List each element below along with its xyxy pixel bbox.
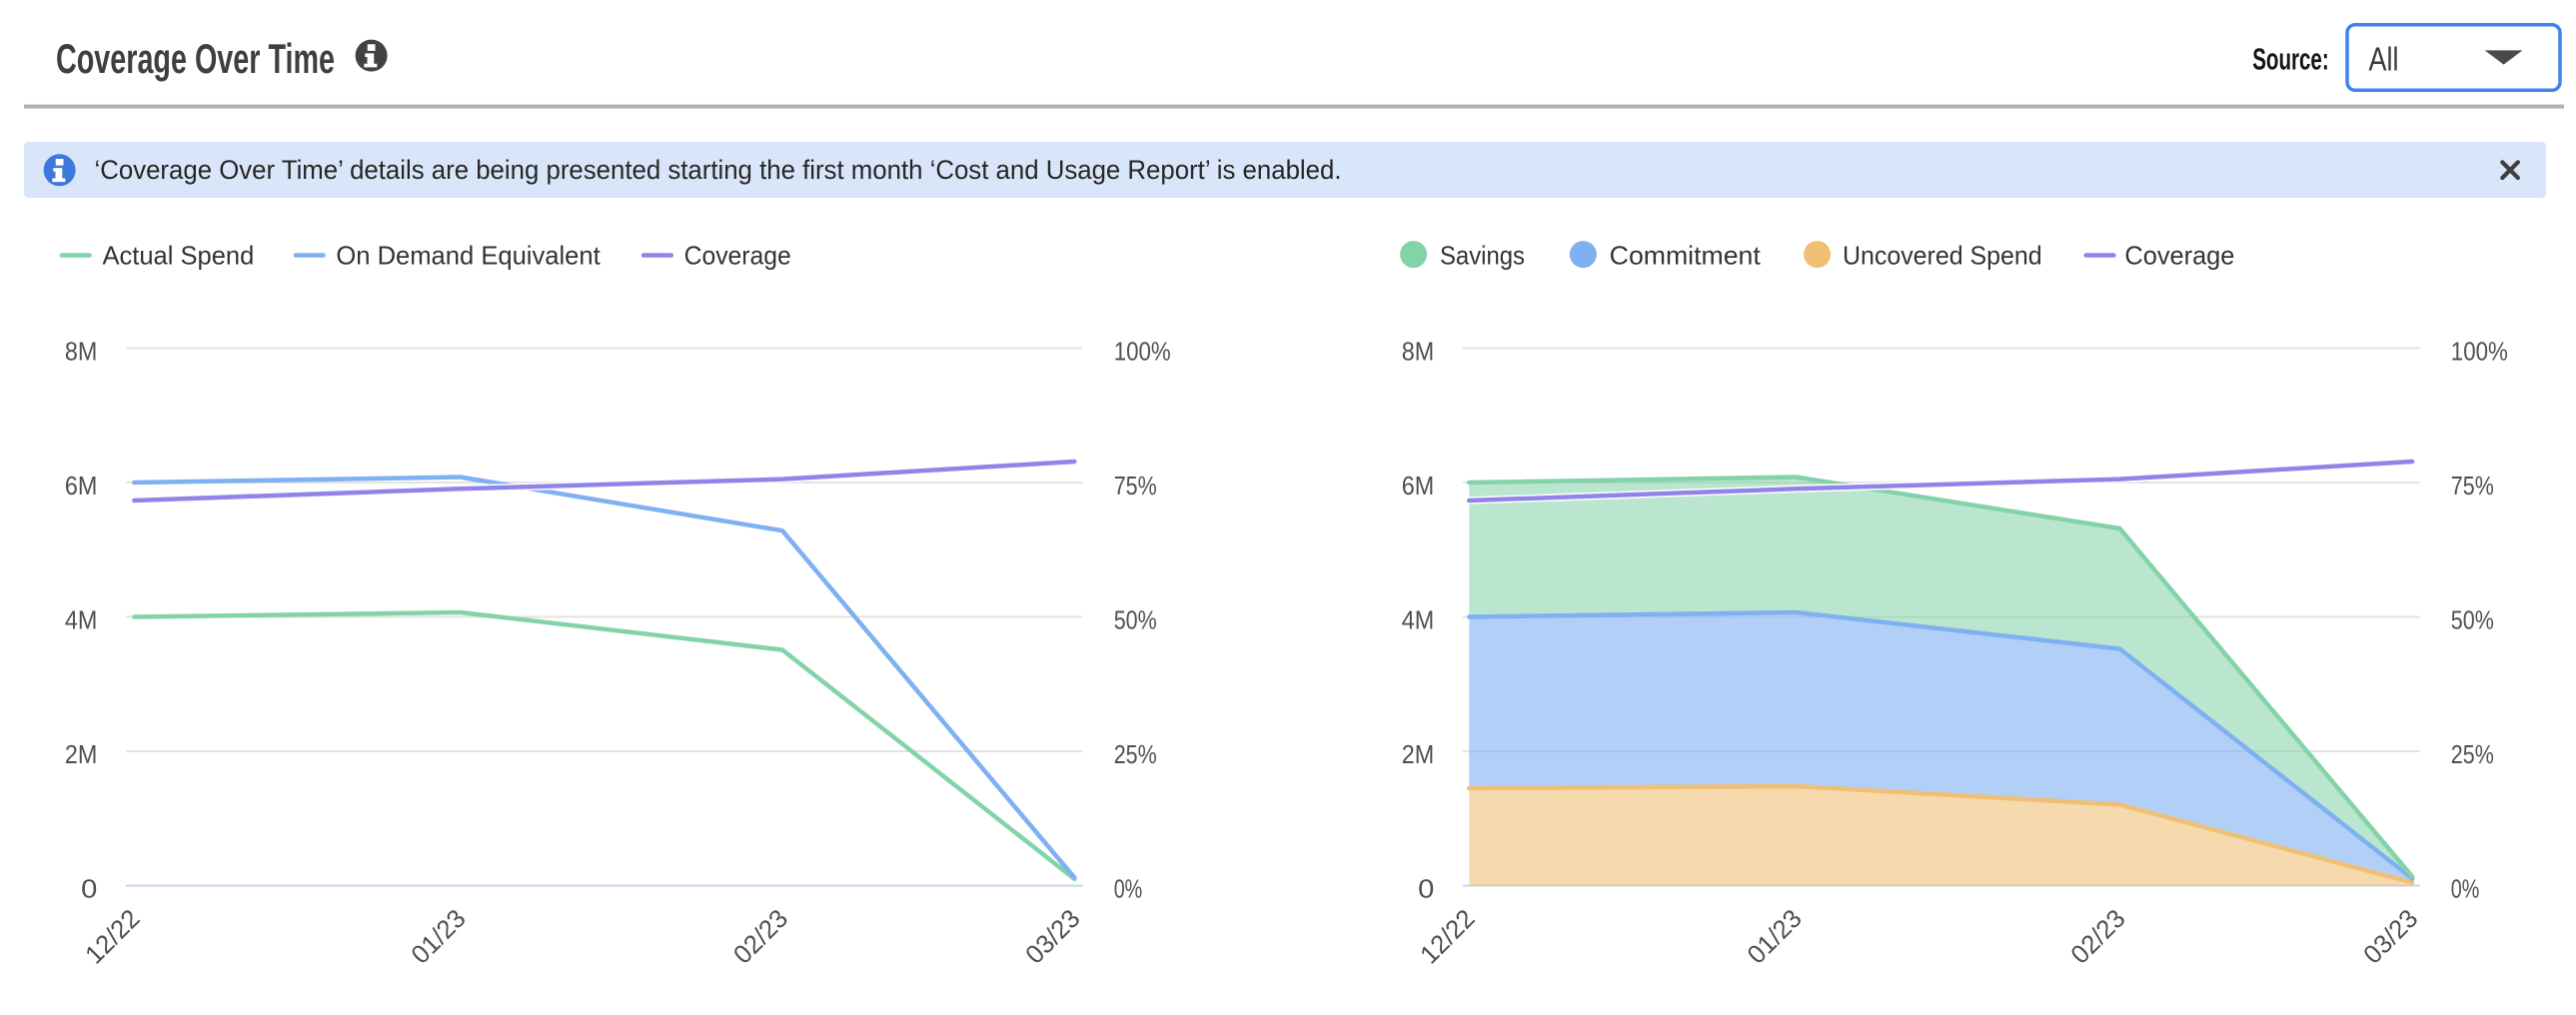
svg-text:6M: 6M: [1402, 471, 1435, 501]
svg-text:2M: 2M: [1402, 739, 1435, 769]
svg-text:100%: 100%: [1114, 336, 1171, 366]
svg-text:0: 0: [81, 873, 97, 903]
svg-text:Uncovered Spend: Uncovered Spend: [1843, 241, 2042, 271]
svg-text:8M: 8M: [1402, 336, 1435, 366]
svg-text:Savings: Savings: [1440, 241, 1525, 271]
svg-text:All: All: [2369, 41, 2399, 78]
svg-text:100%: 100%: [2451, 336, 2508, 366]
svg-text:4M: 4M: [1402, 604, 1435, 634]
svg-text:On Demand Equivalent: On Demand Equivalent: [336, 241, 601, 271]
svg-text:0%: 0%: [2451, 873, 2480, 903]
svg-text:6M: 6M: [65, 471, 98, 501]
svg-text:0%: 0%: [1114, 873, 1143, 903]
svg-text:50%: 50%: [1114, 604, 1157, 634]
svg-text:0: 0: [1418, 873, 1434, 903]
svg-text:25%: 25%: [2451, 739, 2494, 769]
svg-text:50%: 50%: [2451, 604, 2494, 634]
svg-text:2M: 2M: [65, 739, 98, 769]
svg-text:Actual Spend: Actual Spend: [103, 241, 255, 271]
svg-text:‘Coverage Over Time’ details a: ‘Coverage Over Time’ details are being p…: [95, 155, 1342, 185]
svg-text:Coverage Over Time: Coverage Over Time: [56, 35, 335, 82]
svg-text:75%: 75%: [1114, 471, 1157, 501]
svg-text:8M: 8M: [65, 336, 98, 366]
svg-text:75%: 75%: [2451, 471, 2494, 501]
svg-text:Source:: Source:: [2252, 41, 2329, 76]
svg-text:Coverage: Coverage: [2124, 241, 2234, 271]
svg-text:Coverage: Coverage: [684, 241, 791, 271]
svg-text:25%: 25%: [1114, 739, 1157, 769]
svg-text:Commitment: Commitment: [1610, 241, 1762, 271]
svg-text:4M: 4M: [65, 604, 98, 634]
